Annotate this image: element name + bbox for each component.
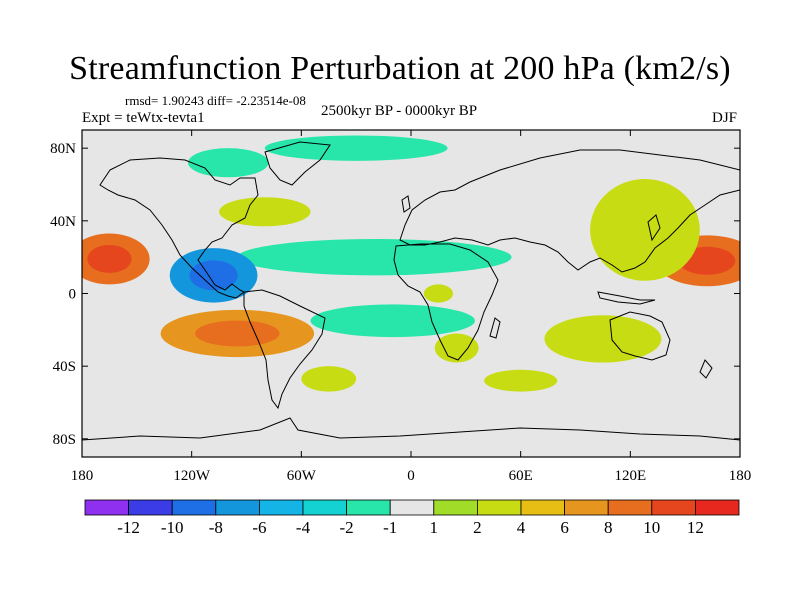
labelbar-swatch — [389, 499, 435, 516]
field-core-east-pacific-tropical-negative — [189, 260, 238, 291]
labelbar-level-label: 1 — [430, 518, 439, 537]
field-north-atlantic-positive — [219, 197, 311, 227]
field-north-america-arctic-negative — [188, 148, 269, 178]
field-australia-positive — [544, 315, 662, 363]
field-tropical-band-negative — [237, 238, 512, 276]
labelbar-level-label: -8 — [209, 518, 223, 537]
y-tick-label: 0 — [69, 287, 77, 303]
field-southern-ocean-east-positive — [484, 369, 558, 392]
labelbar-level-label: 10 — [643, 518, 660, 537]
coast-australia — [609, 311, 671, 361]
labelbar-swatch — [171, 499, 217, 516]
x-tick-label: 180 — [729, 468, 752, 484]
x-tick-label: 120W — [173, 468, 211, 484]
x-tick-label: 120E — [614, 468, 646, 484]
y-tick-label: 80S — [53, 432, 76, 448]
labelbar-level-label: 8 — [604, 518, 613, 537]
contour-fields — [82, 135, 740, 392]
coast-north-america — [99, 157, 259, 299]
labelbar-swatch — [520, 499, 565, 516]
x-tick-label: 180 — [71, 468, 94, 484]
labelbar-level-label: 4 — [517, 518, 526, 537]
season-label: DJF — [712, 110, 738, 126]
field-east-asia-positive — [590, 179, 700, 281]
labelbar-level-label: 12 — [687, 518, 704, 537]
labelbar-swatch — [695, 499, 740, 516]
coast-new-zealand — [699, 359, 713, 379]
labelbar-swatch — [128, 499, 173, 516]
labelbar-level-label: -2 — [340, 518, 354, 537]
labelbar-level-label: -1 — [383, 518, 397, 537]
labelbar-swatch — [651, 499, 696, 516]
field-core-south-pacific-positive — [195, 320, 280, 347]
map-background — [82, 130, 740, 457]
labelbar-swatch — [215, 499, 260, 516]
x-axis: 180 120W 60W 0 60E 120E 180 — [71, 130, 752, 484]
coast-indonesia — [597, 291, 656, 305]
labelbar-level-label: -12 — [117, 518, 140, 537]
labelbar-level-label: 2 — [473, 518, 482, 537]
coast-eurasia — [399, 149, 740, 273]
coast-greenland — [264, 141, 331, 186]
field-southern-ocean-west-positive — [301, 366, 357, 392]
labelbar-level-label: -10 — [161, 518, 184, 537]
coast-africa — [393, 243, 499, 361]
coast-antarctica — [82, 417, 740, 441]
labelbar-level-label: 6 — [560, 518, 569, 537]
y-tick-label: 40S — [53, 359, 76, 375]
stats-text: rmsd= 1.90243 diff= -2.23514e-08 — [125, 93, 306, 108]
labelbar-swatch — [84, 499, 129, 516]
labelbar-swatch — [607, 499, 653, 516]
y-tick-label: 80N — [50, 141, 76, 157]
coast-japan — [647, 214, 661, 242]
coast-south-america — [243, 289, 326, 410]
x-tick-label: 0 — [407, 468, 415, 484]
color-labelbar: -12 -10 -8 -6 -4 -2 -1 1 2 4 6 8 10 12 — [84, 499, 740, 537]
y-tick-label: 40N — [50, 214, 76, 230]
labelbar-level-label: -6 — [252, 518, 266, 537]
field-south-africa-positive — [434, 333, 479, 363]
x-tick-label: 60E — [509, 468, 533, 484]
coast-uk — [401, 195, 411, 213]
coastlines — [82, 141, 740, 441]
labelbar-level-label: -4 — [296, 518, 311, 537]
labelbar-swatch — [346, 499, 391, 516]
labelbar-swatch — [564, 499, 609, 516]
labelbar-swatch — [476, 499, 522, 516]
labelbar-swatch — [433, 499, 478, 516]
x-tick-label: 60W — [287, 468, 317, 484]
field-core-north-pacific-east-positive — [87, 244, 132, 273]
experiment-label: Expt = teWtx-tevta1 — [82, 110, 205, 126]
chart-title: Streamfunction Perturbation at 200 hPa (… — [69, 50, 731, 87]
labelbar-swatch — [302, 499, 347, 516]
field-south-atlantic-negative — [310, 304, 475, 338]
labelbar-swatch — [258, 499, 304, 516]
field-africa-tropical-positive — [423, 284, 454, 303]
period-label: 2500kyr BP - 0000kyr BP — [321, 103, 478, 119]
y-axis: 80N 40N 0 40S 80S — [50, 141, 740, 448]
coast-madagascar — [489, 317, 501, 339]
field-arctic-atlantic-negative — [264, 135, 448, 161]
